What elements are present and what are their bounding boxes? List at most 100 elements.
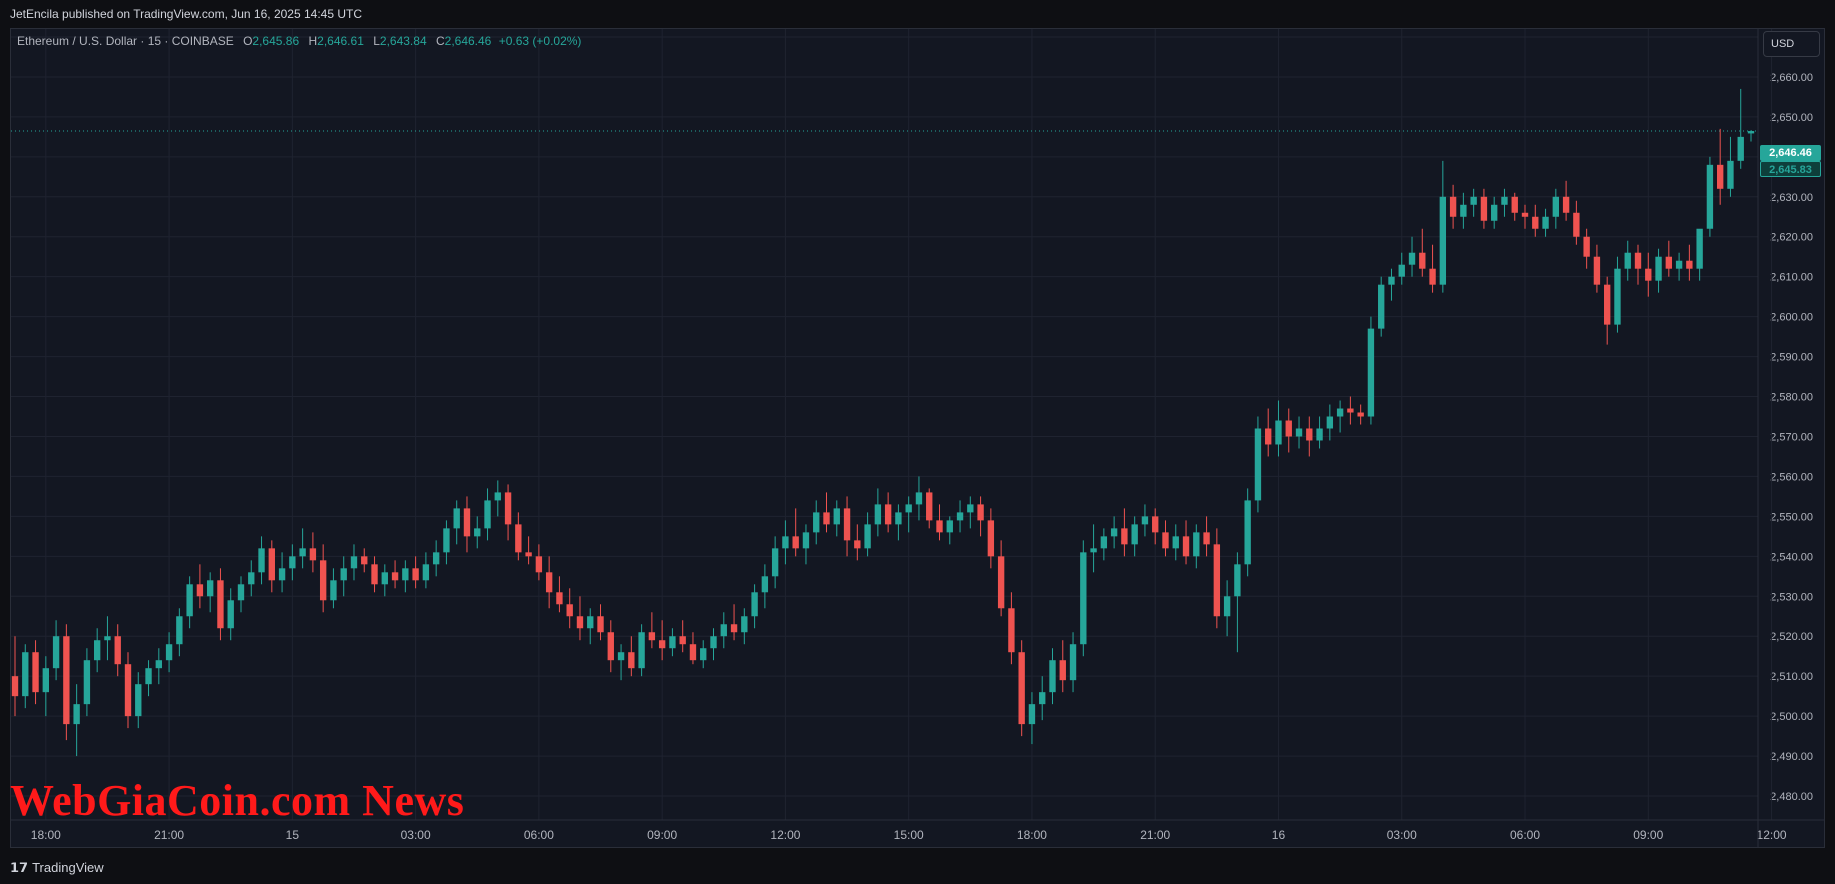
candle-body xyxy=(884,504,892,525)
candle-body xyxy=(11,676,19,697)
candle-body xyxy=(720,624,727,637)
candle-body xyxy=(617,652,625,661)
x-tick-label: 12:00 xyxy=(770,828,800,842)
candle-body xyxy=(1234,564,1241,597)
candle-body xyxy=(1645,268,1652,281)
y-tick-label: 2,660.00 xyxy=(1770,72,1813,84)
candle-body xyxy=(494,492,501,501)
y-tick-label: 2,510.00 xyxy=(1770,671,1813,683)
candle-body xyxy=(22,652,29,697)
x-tick-label: 03:00 xyxy=(401,828,431,842)
candle-body xyxy=(1398,264,1405,277)
candle-body xyxy=(1388,276,1395,285)
candle-body xyxy=(1439,196,1447,285)
candle-body xyxy=(1737,136,1744,161)
candle-body xyxy=(63,636,70,725)
y-tick-label: 2,620.00 xyxy=(1770,232,1813,244)
candle-body xyxy=(155,660,162,669)
x-tick-label: 15 xyxy=(286,828,300,842)
candle-body xyxy=(1203,532,1210,545)
candle-body xyxy=(83,660,91,705)
close-label: C xyxy=(435,34,445,48)
candle-body xyxy=(1470,196,1477,205)
candle-body xyxy=(52,636,60,669)
candle-body xyxy=(1316,428,1323,441)
x-tick-label: 06:00 xyxy=(1510,828,1540,842)
candle-body xyxy=(1182,536,1190,557)
candle-body xyxy=(1306,428,1313,441)
last-price-tag: 2,646.46 xyxy=(1760,145,1821,161)
candle-body xyxy=(1532,216,1539,229)
candle-body xyxy=(545,572,553,593)
candle-body xyxy=(206,580,214,597)
y-tick-label: 2,550.00 xyxy=(1770,511,1813,523)
tradingview-logo[interactable]: 𝟭𝟳 TradingView xyxy=(10,860,104,876)
y-tick-label: 2,540.00 xyxy=(1770,551,1813,563)
candle-body xyxy=(833,508,840,525)
candle-body xyxy=(956,512,964,521)
candle-body xyxy=(905,504,912,513)
candle-body xyxy=(1100,536,1108,549)
candle-body xyxy=(1449,196,1457,217)
symbol-title[interactable]: Ethereum / U.S. Dollar · 15 · COINBASE xyxy=(17,34,234,48)
y-tick-label: 2,590.00 xyxy=(1770,352,1813,364)
candle-body xyxy=(1336,408,1344,417)
candle-body xyxy=(761,576,769,593)
candle-body xyxy=(1716,164,1724,189)
candle-body xyxy=(1511,196,1518,213)
candle-body xyxy=(114,636,121,665)
y-tick-label: 2,520.00 xyxy=(1770,631,1813,643)
candle-body xyxy=(402,568,409,581)
candle-body xyxy=(1655,256,1662,281)
candle-body xyxy=(309,548,317,561)
candle-body xyxy=(1193,532,1200,557)
candle-body xyxy=(854,540,861,549)
candle-body xyxy=(319,560,327,601)
candle-body xyxy=(689,644,697,661)
candle-body xyxy=(1727,160,1734,189)
candle-body xyxy=(1285,420,1292,437)
candle-body xyxy=(515,524,522,553)
chart-pane[interactable] xyxy=(10,28,1825,848)
x-tick-label: 12:00 xyxy=(1757,828,1787,842)
candle-body xyxy=(1039,692,1046,705)
candle-body xyxy=(186,584,193,617)
candle-body xyxy=(1480,196,1488,221)
candle-body xyxy=(967,504,974,513)
change-value: +0.63 (+0.02%) xyxy=(498,34,582,48)
candle-body xyxy=(1501,196,1508,205)
candle-body xyxy=(289,556,296,569)
y-tick-label: 2,500.00 xyxy=(1770,711,1813,723)
candle-body xyxy=(843,508,851,541)
candle-body xyxy=(432,552,440,565)
candle-body xyxy=(1686,260,1693,269)
candle-body xyxy=(1254,428,1262,501)
candle-body xyxy=(361,556,368,565)
candle-body xyxy=(422,564,430,581)
candle-body xyxy=(1542,216,1549,229)
open-label: O xyxy=(243,34,253,48)
y-tick-label: 2,630.00 xyxy=(1770,192,1813,204)
x-tick-label: 09:00 xyxy=(1633,828,1663,842)
candle-body xyxy=(1131,524,1138,545)
candle-body xyxy=(751,592,758,617)
x-tick-label: 21:00 xyxy=(1140,828,1170,842)
candle-body xyxy=(874,504,882,525)
candle-body xyxy=(1110,528,1118,537)
candle-body xyxy=(782,536,789,549)
currency-button[interactable]: USD xyxy=(1763,31,1820,57)
candle-body xyxy=(463,508,471,537)
candle-body xyxy=(1326,416,1334,429)
candle-body xyxy=(741,616,748,633)
open-value: 2,645.86 xyxy=(252,34,300,48)
candle-body xyxy=(196,584,204,597)
candle-body xyxy=(73,704,80,725)
candle-body xyxy=(658,640,666,649)
candle-body xyxy=(535,556,543,573)
candle-body xyxy=(648,632,656,641)
candle-body xyxy=(237,584,245,601)
high-label: H xyxy=(308,34,318,48)
candle-body xyxy=(42,668,50,693)
candle-body xyxy=(176,616,183,645)
